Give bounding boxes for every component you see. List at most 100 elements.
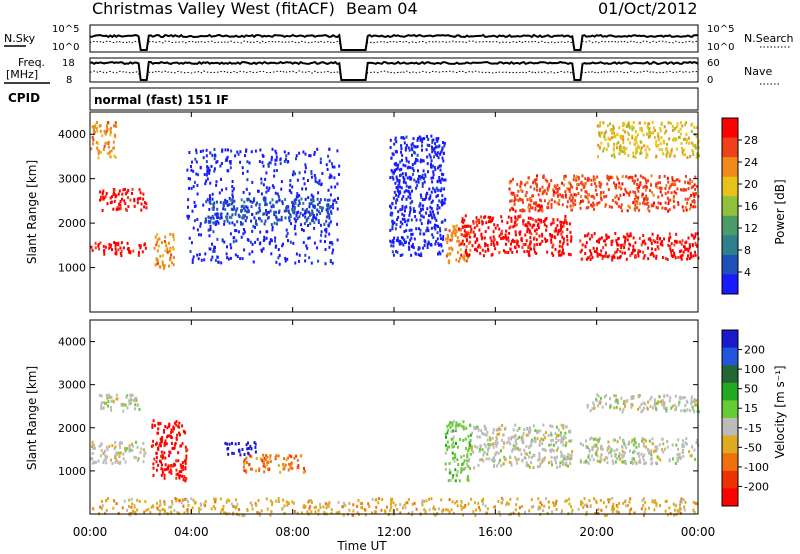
power-cell xyxy=(426,143,429,147)
velocity-cell xyxy=(133,397,136,401)
power-cell xyxy=(296,217,299,221)
velocity-cell xyxy=(159,499,162,503)
velocity-cell xyxy=(605,513,608,517)
power-cell xyxy=(391,250,394,254)
velocity-cell xyxy=(581,501,584,505)
velocity-cell xyxy=(161,436,164,439)
power-cell xyxy=(412,169,415,173)
power-cell xyxy=(665,129,668,133)
power-cell xyxy=(656,206,659,210)
power-cell xyxy=(607,124,609,128)
power-cell xyxy=(291,200,294,204)
power-cell xyxy=(166,250,169,254)
velocity-cell xyxy=(310,510,313,514)
velocity-cell xyxy=(614,460,617,464)
power-cell xyxy=(433,165,436,169)
power-cell xyxy=(290,191,293,195)
power-cell xyxy=(284,216,287,220)
power-cell xyxy=(526,181,529,185)
power-cell xyxy=(614,186,617,190)
power-cell xyxy=(664,207,667,211)
power-cell xyxy=(584,190,587,193)
power-cell xyxy=(598,184,601,188)
power-cell xyxy=(138,188,141,192)
velocity-cell xyxy=(247,441,249,445)
velocity-cell xyxy=(136,445,139,449)
power-cell xyxy=(611,136,613,140)
velocity-cell xyxy=(532,439,535,443)
power-cell xyxy=(241,216,244,220)
power-cell xyxy=(474,241,477,244)
velocity-cell xyxy=(181,474,184,478)
power-cell xyxy=(465,231,468,235)
velocity-cell xyxy=(642,513,645,517)
velocity-cell xyxy=(377,501,380,505)
velocity-cell xyxy=(609,450,612,454)
velocity-cell xyxy=(623,441,625,445)
power-cell xyxy=(491,253,494,256)
power-cell xyxy=(661,243,664,247)
velocity-cell xyxy=(595,499,598,503)
power-cell xyxy=(243,206,246,210)
power-cell xyxy=(591,256,594,260)
power-cell xyxy=(483,236,486,240)
power-cell xyxy=(623,146,625,150)
power-cell xyxy=(631,179,634,183)
power-cell xyxy=(403,179,406,183)
power-cell xyxy=(430,190,433,194)
power-cell xyxy=(157,261,159,265)
velocity-cell xyxy=(525,444,528,448)
velocity-cell xyxy=(175,497,178,501)
colorbar-frame xyxy=(721,329,739,507)
velocity-cell xyxy=(655,461,658,465)
velocity-cell xyxy=(91,440,94,444)
velocity-cell xyxy=(265,497,268,501)
power-cell xyxy=(245,149,247,153)
power-cell xyxy=(478,218,481,222)
power-cell xyxy=(113,124,116,128)
power-cell xyxy=(528,203,531,207)
power-cell xyxy=(502,236,505,239)
velocity-cell xyxy=(184,462,187,465)
velocity-cell xyxy=(175,420,178,424)
power-cell xyxy=(396,177,399,181)
velocity-cell xyxy=(640,507,643,511)
power-cell xyxy=(394,181,397,185)
power-cell xyxy=(608,254,611,258)
power-cell xyxy=(321,172,324,175)
power-cell xyxy=(233,207,236,211)
power-cell xyxy=(564,218,567,222)
velocity-cell xyxy=(143,452,146,456)
velocity-cell xyxy=(566,457,569,461)
velocity-cell xyxy=(180,470,183,474)
velocity-cell xyxy=(137,403,140,407)
velocity-cell xyxy=(239,453,242,457)
velocity-cell xyxy=(319,502,321,506)
velocity-cell xyxy=(116,393,118,397)
velocity-cell xyxy=(684,409,687,413)
power-cell xyxy=(656,237,659,240)
power-cell xyxy=(275,210,278,214)
power-cell xyxy=(295,252,298,256)
power-cell xyxy=(331,165,334,169)
power-cell xyxy=(279,158,282,162)
power-cell xyxy=(631,176,634,180)
velocity-cell xyxy=(599,401,602,405)
velocity-cell xyxy=(170,431,173,435)
velocity-cell xyxy=(521,505,524,508)
power-cell xyxy=(212,248,215,252)
power-cell xyxy=(225,157,228,161)
power-cell xyxy=(241,222,244,226)
power-cell xyxy=(251,242,254,246)
power-cell xyxy=(236,220,239,224)
power-cell xyxy=(415,180,418,184)
power-cell xyxy=(293,217,296,221)
power-cell xyxy=(425,193,428,197)
power-cell xyxy=(520,181,523,185)
velocity-cell xyxy=(486,452,489,456)
velocity-cell xyxy=(690,453,693,457)
velocity-cell xyxy=(589,504,592,508)
velocity-cell xyxy=(654,449,656,453)
velocity-cell xyxy=(553,503,556,507)
power-cell xyxy=(324,248,327,251)
